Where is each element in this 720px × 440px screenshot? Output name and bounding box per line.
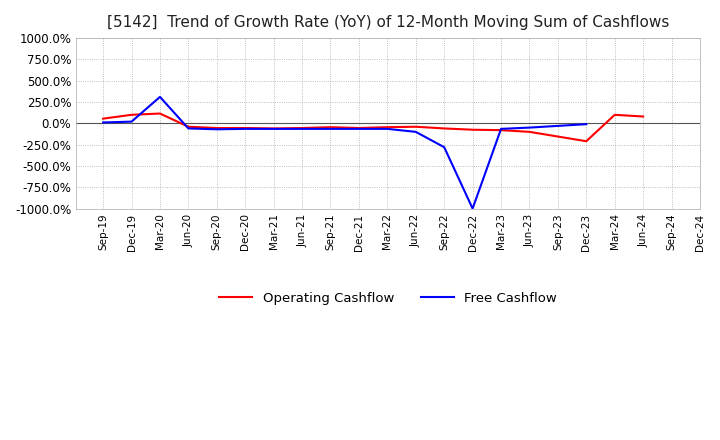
Free Cashflow xyxy=(525,125,534,130)
Free Cashflow xyxy=(468,206,477,211)
Operating Cashflow xyxy=(99,116,107,121)
Operating Cashflow xyxy=(326,125,335,130)
Legend: Operating Cashflow, Free Cashflow: Operating Cashflow, Free Cashflow xyxy=(214,287,562,310)
Free Cashflow xyxy=(440,145,449,150)
Operating Cashflow xyxy=(241,125,250,131)
Free Cashflow xyxy=(554,123,562,128)
Free Cashflow xyxy=(582,121,590,127)
Operating Cashflow xyxy=(269,126,278,131)
Operating Cashflow xyxy=(639,114,647,119)
Operating Cashflow xyxy=(127,112,136,117)
Operating Cashflow xyxy=(184,124,193,129)
Operating Cashflow xyxy=(411,124,420,129)
Operating Cashflow xyxy=(156,111,164,116)
Free Cashflow xyxy=(184,126,193,131)
Free Cashflow xyxy=(99,120,107,125)
Operating Cashflow xyxy=(582,139,590,144)
Operating Cashflow xyxy=(440,126,449,131)
Operating Cashflow xyxy=(298,125,307,131)
Operating Cashflow xyxy=(554,134,562,139)
Operating Cashflow xyxy=(383,125,392,130)
Free Cashflow xyxy=(497,126,505,132)
Free Cashflow xyxy=(383,126,392,132)
Title: [5142]  Trend of Growth Rate (YoY) of 12-Month Moving Sum of Cashflows: [5142] Trend of Growth Rate (YoY) of 12-… xyxy=(107,15,670,30)
Free Cashflow xyxy=(326,126,335,132)
Free Cashflow xyxy=(298,126,307,132)
Operating Cashflow xyxy=(611,112,619,117)
Free Cashflow xyxy=(212,127,221,132)
Line: Free Cashflow: Free Cashflow xyxy=(103,97,586,209)
Free Cashflow xyxy=(241,126,250,132)
Free Cashflow xyxy=(156,94,164,99)
Free Cashflow xyxy=(127,119,136,124)
Free Cashflow xyxy=(269,126,278,132)
Operating Cashflow xyxy=(468,127,477,132)
Free Cashflow xyxy=(411,129,420,135)
Operating Cashflow xyxy=(212,125,221,131)
Free Cashflow xyxy=(355,126,364,132)
Operating Cashflow xyxy=(525,129,534,135)
Operating Cashflow xyxy=(355,125,364,131)
Operating Cashflow xyxy=(497,128,505,133)
Line: Operating Cashflow: Operating Cashflow xyxy=(103,114,643,141)
